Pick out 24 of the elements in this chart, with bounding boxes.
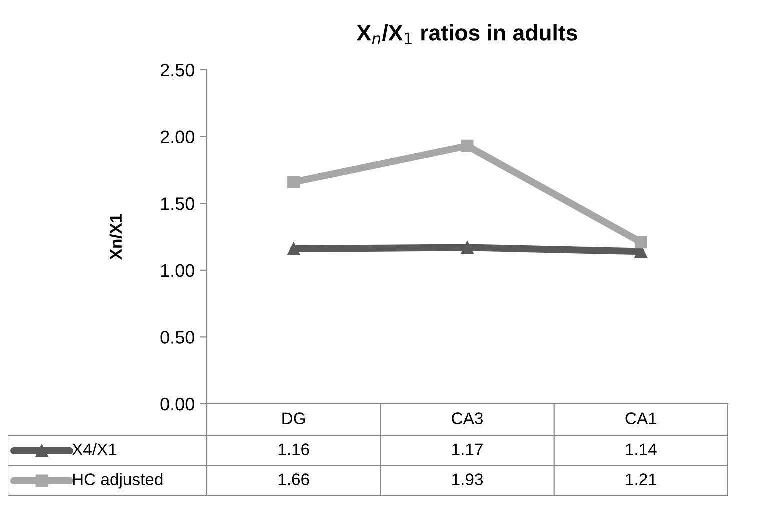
data-label: 1.66 — [278, 474, 310, 486]
data-label: 1.17 — [452, 444, 483, 456]
point — [288, 242, 300, 256]
point — [288, 176, 300, 188]
y-axis-title: Xn/X1 — [110, 214, 122, 260]
legend-label: HC adjusted — [73, 473, 163, 489]
legend-label: X4/X1 — [72, 443, 117, 456]
data-label: 1.21 — [626, 474, 657, 486]
point — [461, 241, 474, 254]
y-tick-label: 1.00 — [161, 264, 194, 278]
data-label: 1.14 — [626, 444, 657, 456]
chart-title: X$_{n}$/X$_{1}$ ratios in adults — [356, 24, 578, 44]
data-label: 1.93 — [452, 474, 483, 486]
x-tick-label: CA1 — [626, 412, 657, 424]
y-tick-label: 2.50 — [160, 64, 194, 77]
y-tick-label: 2.00 — [160, 130, 194, 144]
x-tick-label: CA3 — [452, 412, 483, 424]
y-tick-label: 0.00 — [160, 398, 194, 411]
point — [634, 236, 648, 249]
point — [461, 140, 474, 152]
y-tick-label: 0.50 — [160, 331, 194, 344]
y-tick-label: 1.50 — [161, 198, 194, 210]
x-tick-label: DG — [282, 412, 306, 424]
data-label: 1.16 — [278, 444, 310, 456]
